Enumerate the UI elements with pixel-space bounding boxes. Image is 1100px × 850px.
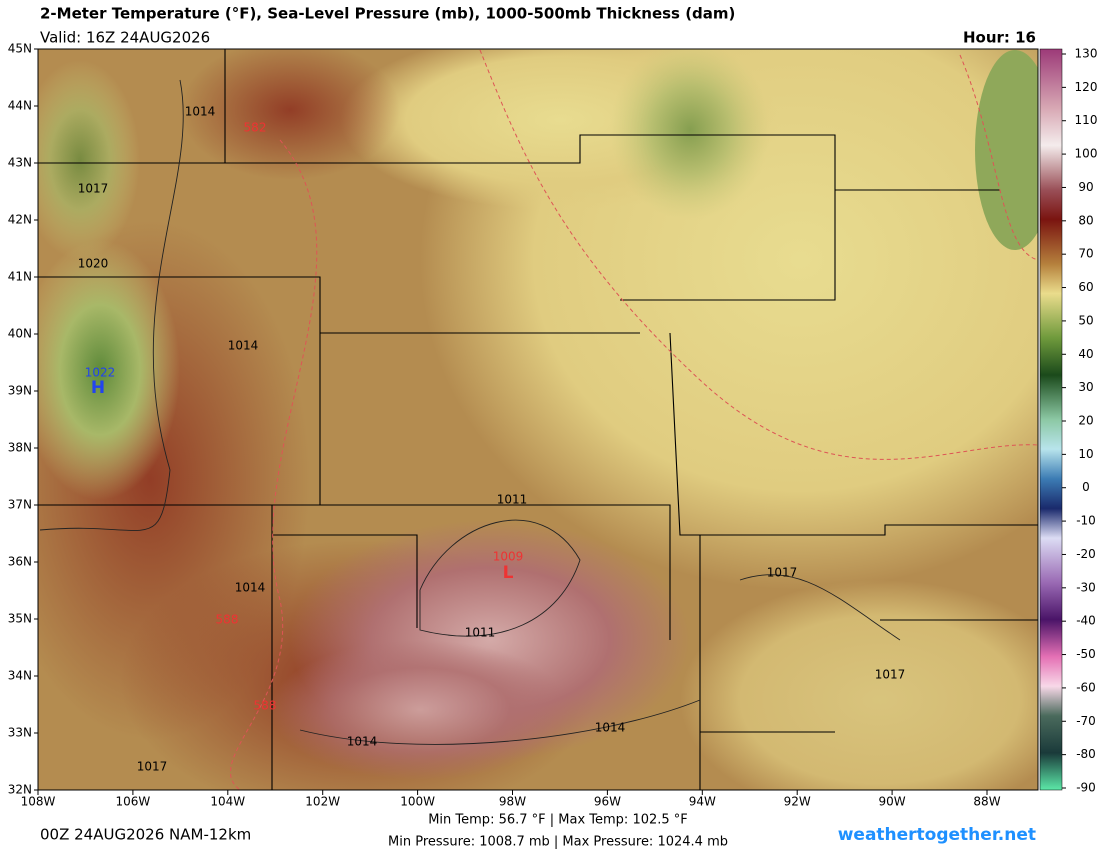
contour-label: 1009	[493, 550, 524, 564]
lon-label: 102W	[305, 795, 340, 809]
contour-label: 582	[244, 121, 267, 135]
valid-time: Valid: 16Z 24AUG2026	[40, 29, 210, 47]
lat-label: 32N	[8, 783, 32, 797]
contour-label: 1014	[595, 721, 626, 735]
colorbar-label: -10	[1076, 514, 1096, 528]
lon-label: 88W	[973, 795, 1000, 809]
lat-label: 40N	[8, 327, 32, 341]
colorbar-label: 70	[1078, 247, 1093, 261]
contour-label: 588	[216, 613, 239, 627]
colorbar-label: 0	[1082, 480, 1090, 494]
lat-label: 42N	[8, 213, 32, 227]
colorbar-label: -20	[1076, 547, 1096, 561]
pressure-range: Min Pressure: 1008.7 mb | Max Pressure: …	[388, 835, 728, 850]
contour-label: L	[503, 563, 514, 583]
colorbar-label: -60	[1076, 680, 1096, 694]
lat-label: 44N	[8, 99, 32, 113]
lat-label: 33N	[8, 726, 32, 740]
contour-label: 1014	[347, 735, 378, 749]
lon-label: 108W	[21, 795, 56, 809]
lat-label: 36N	[8, 555, 32, 569]
contour-label: 1017	[78, 182, 109, 196]
lon-label: 104W	[210, 795, 245, 809]
contour-label: 1014	[185, 105, 216, 119]
contour-label: 1017	[875, 668, 906, 682]
contour-label: 1014	[235, 581, 266, 595]
contour-label: 1011	[465, 626, 496, 640]
lat-label: 35N	[8, 612, 32, 626]
colorbar-label: 60	[1078, 280, 1093, 294]
forecast-hour: Hour: 16	[963, 29, 1036, 47]
lon-label: 92W	[784, 795, 811, 809]
colorbar-label: -80	[1076, 747, 1096, 761]
colorbar-label: 40	[1078, 347, 1093, 361]
colorbar-label: 80	[1078, 213, 1093, 227]
lat-label: 39N	[8, 384, 32, 398]
lon-label: 98W	[499, 795, 526, 809]
contour-label: H	[91, 378, 105, 398]
colorbar-label: 30	[1078, 380, 1093, 394]
colorbar-label: -90	[1076, 781, 1096, 795]
lon-label: 106W	[116, 795, 151, 809]
title: 2-Meter Temperature (°F), Sea-Level Pres…	[40, 5, 735, 23]
colorbar-label: -50	[1076, 647, 1096, 661]
colorbar-label: 120	[1075, 80, 1098, 94]
colorbar-label: 10	[1078, 447, 1093, 461]
lat-label: 45N	[8, 42, 32, 56]
contour-label: 1020	[78, 257, 109, 271]
colorbar-label: -30	[1076, 580, 1096, 594]
colorbar-label: 130	[1075, 47, 1098, 61]
colorbar-label: -70	[1076, 714, 1096, 728]
lat-label: 38N	[8, 441, 32, 455]
lat-label: 43N	[8, 156, 32, 170]
contour-label: 1022	[85, 366, 116, 380]
contour-label: 1017	[767, 566, 798, 580]
colorbar-label: 90	[1078, 180, 1093, 194]
lon-label: 90W	[879, 795, 906, 809]
colorbar-label: 20	[1078, 414, 1093, 428]
map-area	[38, 49, 1038, 790]
site-credit: weathertogether.net	[838, 825, 1036, 845]
map-frame	[37, 48, 1039, 791]
colorbar-label: 50	[1078, 313, 1093, 327]
contour-label: 1011	[497, 493, 528, 507]
colorbar-label: 100	[1075, 147, 1098, 161]
lon-label: 100W	[400, 795, 435, 809]
model-run: 00Z 24AUG2026 NAM-12km	[40, 826, 251, 844]
contour-label: 1017	[137, 760, 168, 774]
colorbar	[1039, 48, 1063, 791]
lon-label: 96W	[594, 795, 621, 809]
colorbar-label: 110	[1075, 113, 1098, 127]
lat-label: 34N	[8, 669, 32, 683]
contour-label: 588	[254, 699, 277, 713]
lat-label: 41N	[8, 270, 32, 284]
lat-label: 37N	[8, 498, 32, 512]
lon-label: 94W	[689, 795, 716, 809]
temp-range: Min Temp: 56.7 °F | Max Temp: 102.5 °F	[428, 813, 688, 828]
contour-label: 1014	[228, 339, 259, 353]
colorbar-label: -40	[1076, 614, 1096, 628]
